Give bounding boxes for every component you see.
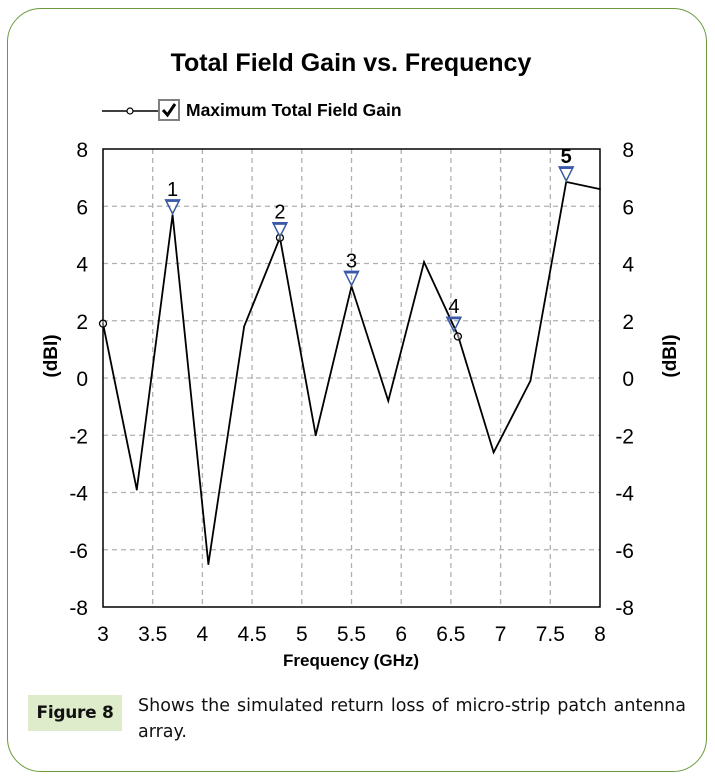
data-point bbox=[599, 188, 601, 190]
legend: Maximum Total Field Gain bbox=[102, 99, 402, 121]
y-tick-label-left: 2 bbox=[76, 311, 88, 334]
marker-label: 2 bbox=[274, 202, 285, 224]
x-axis-label: Frequency (GHz) bbox=[283, 651, 419, 670]
grid bbox=[103, 149, 600, 607]
markers-group: 1 2 3 4 5 bbox=[164, 146, 575, 333]
legend-circle-marker bbox=[126, 107, 134, 115]
x-tick-label: 5 bbox=[296, 623, 308, 646]
data-point bbox=[529, 379, 532, 382]
x-tick-label: 8 bbox=[594, 623, 606, 646]
circle-marker bbox=[453, 332, 463, 341]
y-tick-label-right: 0 bbox=[622, 368, 634, 391]
y-tick-label-left: 0 bbox=[76, 368, 88, 391]
marker-label: 1 bbox=[167, 179, 178, 201]
y-tick-label-left: 6 bbox=[76, 196, 88, 219]
x-tick-label: 7.5 bbox=[536, 623, 565, 646]
checkmark-icon bbox=[161, 103, 177, 118]
x-tick-label: 3 bbox=[97, 623, 109, 646]
y-tick-label-left: 4 bbox=[76, 254, 88, 277]
y-tick-label-right: -6 bbox=[615, 540, 634, 563]
figure-frame bbox=[7, 8, 707, 772]
data-point bbox=[207, 563, 210, 565]
x-tick-label: 6.5 bbox=[436, 623, 465, 646]
y-tick-label-left: -4 bbox=[69, 483, 88, 506]
y-tick-label-right: -2 bbox=[615, 425, 634, 448]
x-tick-label: 3.5 bbox=[138, 623, 167, 646]
data-point bbox=[314, 434, 317, 437]
figure-caption-text: Shows the simulated return loss of micro… bbox=[138, 696, 686, 742]
data-point bbox=[135, 488, 138, 491]
marker-label: 5 bbox=[561, 146, 572, 168]
y-ticks-left: 8 6 4 2 0 -2 -4 -6 -8 bbox=[69, 139, 88, 620]
data-point bbox=[492, 451, 495, 454]
x-tick-label: 5.5 bbox=[337, 623, 366, 646]
figure-label: Figure 8 bbox=[28, 695, 122, 731]
circle-marker bbox=[98, 319, 108, 328]
series-group bbox=[98, 180, 601, 565]
chart-title: Total Field Gain vs. Frequency bbox=[171, 49, 532, 77]
plot-area-border bbox=[102, 148, 601, 608]
y-tick-label-left: -6 bbox=[69, 540, 88, 563]
y-axis-label-left: (dBI) bbox=[41, 334, 62, 377]
y-tick-label-left: -8 bbox=[69, 597, 88, 620]
y-tick-label-left: -2 bbox=[69, 425, 88, 448]
legend-label: Maximum Total Field Gain bbox=[186, 100, 402, 120]
y-tick-label-right: 4 bbox=[622, 254, 634, 277]
x-tick-label: 7 bbox=[495, 623, 507, 646]
data-point bbox=[243, 325, 246, 328]
x-tick-label: 4.5 bbox=[237, 623, 266, 646]
y-tick-label-right: -8 bbox=[615, 597, 634, 620]
y-tick-label-left: 8 bbox=[76, 139, 88, 162]
y-tick-label-right: 2 bbox=[622, 311, 634, 334]
y-tick-label-right: 8 bbox=[622, 139, 634, 162]
y-tick-label-right: -4 bbox=[615, 483, 634, 506]
marker-label: 3 bbox=[346, 250, 357, 272]
data-point bbox=[423, 261, 425, 263]
y-tick-label-right: 6 bbox=[622, 196, 634, 219]
x-ticks: 3 3.5 4 4.5 5 5.5 6 6.5 7 7.5 8 bbox=[97, 623, 606, 646]
data-point bbox=[456, 334, 459, 336]
chart: Total Field Gain vs. Frequency Maximum T… bbox=[41, 49, 681, 670]
x-tick-label: 6 bbox=[395, 623, 407, 646]
marker-label: 4 bbox=[448, 296, 459, 318]
y-axis-label-right: (dBI) bbox=[660, 334, 681, 377]
x-tick-label: 4 bbox=[197, 623, 209, 646]
data-point bbox=[102, 322, 104, 325]
legend-checkbox[interactable] bbox=[158, 99, 180, 121]
y-ticks-right: 8 6 4 2 0 -2 -4 -6 -8 bbox=[615, 139, 634, 620]
data-point bbox=[387, 400, 390, 402]
